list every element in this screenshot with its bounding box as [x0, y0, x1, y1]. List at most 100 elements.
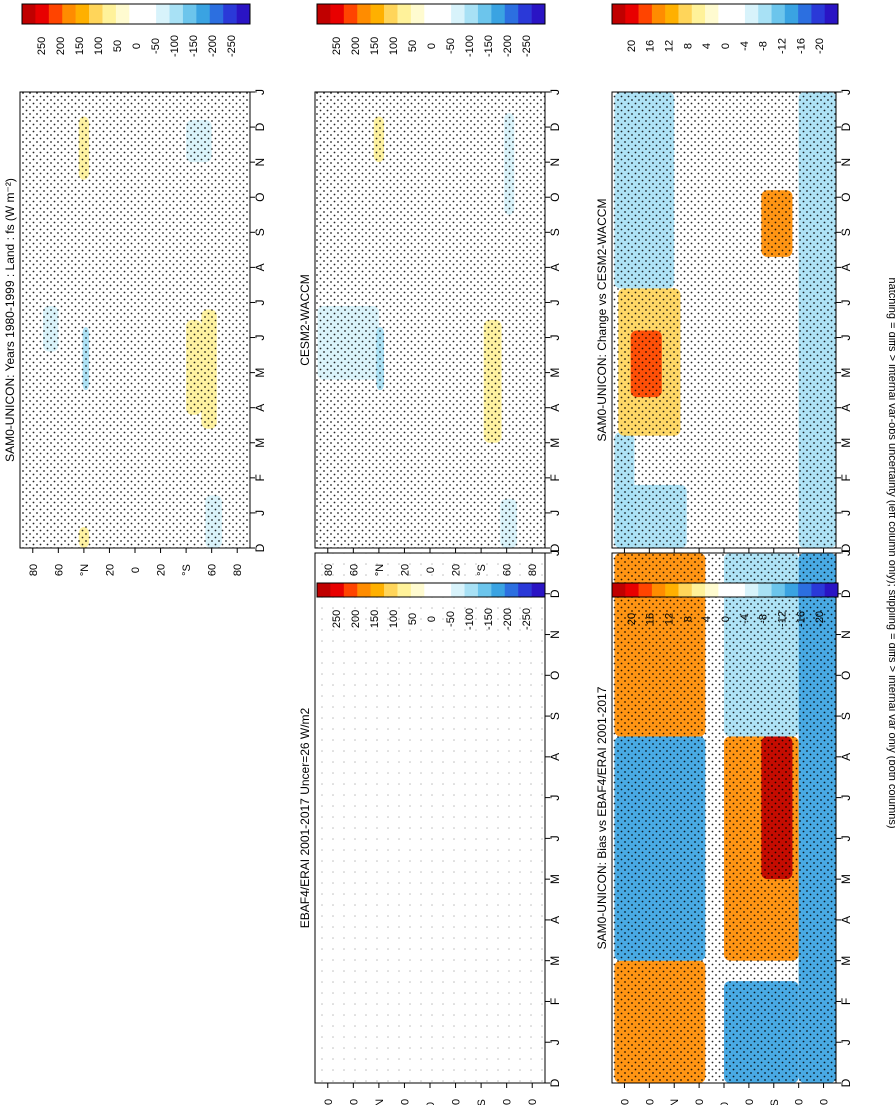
month-tick-label: A	[548, 753, 562, 761]
colorbar-frame	[316, 582, 546, 598]
colorbar-swatch	[410, 4, 425, 24]
month-tick-label: A	[253, 404, 267, 412]
colorbar-swatch	[691, 583, 706, 597]
month-tick-label: J	[839, 835, 853, 841]
month-tick-label: J	[253, 335, 267, 341]
stippling	[315, 92, 545, 548]
colorbar-swatch	[89, 4, 103, 24]
month-tick-label: J	[548, 510, 562, 516]
lat-tick-label: °N	[669, 1099, 681, 1105]
month-tick-label: M	[548, 368, 562, 378]
colorbar-tick-label: -100	[464, 35, 476, 57]
month-tick-label: O	[253, 193, 267, 202]
lat-tick-label: 80	[527, 564, 539, 576]
colorbar-swatch	[731, 583, 746, 597]
month-tick-label: N	[839, 158, 853, 167]
month-tick-label: D	[839, 122, 853, 131]
month-tick-label: D	[253, 122, 267, 131]
colorbar-frame	[611, 3, 839, 25]
colorbar-swatch	[357, 583, 371, 597]
colorbar-swatch	[343, 4, 358, 24]
colorbar-tick-label: 200	[350, 37, 362, 55]
colorbar-swatch	[343, 583, 358, 597]
colorbar-swatch	[223, 4, 237, 24]
lat-tick-label: 80	[619, 1099, 631, 1105]
colorbar-swatch	[691, 4, 706, 24]
colorbar: 20 16 12 8 4 0 -4 -8 -12 -16 -20	[611, 3, 839, 54]
colorbar-swatch	[771, 4, 786, 24]
colorbar-swatch	[665, 4, 679, 24]
lat-tick-label: 60	[348, 564, 360, 576]
colorbar-tick-label: -150	[188, 35, 200, 57]
month-tick-label: A	[548, 404, 562, 412]
colorbar-tick-label: -250	[521, 35, 533, 57]
colorbar-tick-label: 50	[407, 613, 419, 625]
month-tick-label: F	[839, 998, 853, 1005]
colorbar-swatch	[784, 583, 799, 597]
colorbar-tick-label: -100	[169, 35, 181, 57]
month-tick-label: J	[253, 299, 267, 305]
lat-tick-label: 60	[348, 1099, 360, 1105]
colorbar: 20 16 12 8 4 0 -4 -8 -12 -16 -20	[611, 582, 839, 627]
month-tick-label: N	[839, 630, 853, 639]
colorbar-swatch	[612, 583, 626, 597]
colorbar-tick-label: 0	[720, 616, 732, 622]
colorbar-swatch	[705, 4, 719, 24]
month-tick-label: O	[839, 193, 853, 202]
month-tick-label: J	[548, 89, 562, 95]
colorbar-swatch	[504, 583, 519, 597]
colorbar-swatch	[504, 4, 519, 24]
month-tick-label: O	[839, 671, 853, 680]
colorbar-swatch	[771, 583, 786, 597]
lat-tick-label: °S	[476, 564, 488, 576]
colorbar: 250 200 150 100 50 0 -50 -100 -150 -200 -250	[316, 3, 546, 57]
colorbar-tick-label: 200	[55, 37, 67, 55]
lat-tick-label: 20	[399, 564, 411, 576]
panel-right-top: DJFMAMJJASONDJ8060°N20020°S6080SAM0-UNIC…	[595, 3, 853, 576]
colorbar-tick-label: 0	[426, 616, 438, 622]
lat-tick-label: °S	[181, 564, 193, 576]
colorbar-swatch	[477, 583, 492, 597]
colorbar-tick-label: 4	[701, 43, 713, 49]
month-tick-label: S	[839, 712, 853, 720]
figure-footer: hatching = diffs > internal var-obs unce…	[886, 277, 895, 828]
colorbar-tick-label: -8	[758, 41, 770, 51]
colorbar-swatch	[678, 583, 693, 597]
month-tick-label: J	[253, 89, 267, 95]
colorbar-swatch	[638, 4, 653, 24]
stippling	[315, 553, 545, 1083]
colorbar-tick-label: 150	[74, 37, 86, 55]
lat-tick-label: 80	[323, 1099, 335, 1105]
month-tick-label: S	[253, 228, 267, 236]
colorbar-swatch	[798, 4, 812, 24]
colorbar-swatch	[651, 583, 666, 597]
colorbar-swatch	[678, 4, 693, 24]
month-tick-label: J	[839, 550, 853, 556]
colorbar-swatch	[156, 4, 170, 24]
colorbar-swatch	[464, 583, 479, 597]
colorbar-swatch	[718, 583, 732, 597]
colorbar-swatch	[129, 4, 144, 24]
lat-tick-label: 20	[451, 1099, 463, 1105]
month-tick-label: A	[253, 263, 267, 271]
colorbar-swatch	[464, 4, 479, 24]
colorbar-tick-label: 50	[112, 40, 124, 52]
colorbar-tick-label: 150	[369, 37, 381, 55]
month-tick-label: M	[253, 368, 267, 378]
month-tick-label: D	[253, 543, 267, 552]
colorbar: 250 200 150 100 50 0 -50 -100 -150 -200 -250	[21, 3, 251, 57]
colorbar-swatch	[531, 583, 546, 597]
colorbar-swatch	[491, 4, 506, 24]
stippling	[612, 92, 836, 548]
colorbar-swatch	[370, 583, 385, 597]
month-tick-label: J	[253, 510, 267, 516]
colorbar-tick-label: 4	[701, 616, 713, 622]
month-tick-label: J	[548, 550, 562, 556]
colorbar-tick-label: 20	[626, 40, 638, 52]
colorbar-swatch	[665, 583, 679, 597]
month-tick-label: J	[548, 795, 562, 801]
month-tick-label: D	[548, 589, 562, 598]
month-tick-label: J	[839, 510, 853, 516]
